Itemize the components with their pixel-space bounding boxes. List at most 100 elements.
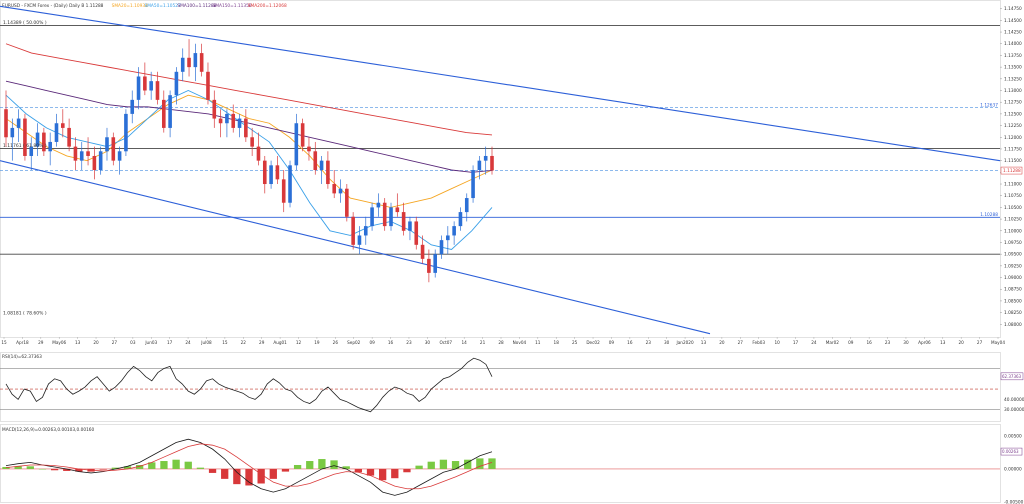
level-annotation-4: 1.10288: [980, 212, 998, 218]
x-tick-label-5: 20: [93, 340, 99, 345]
x-tick-label-20: 09: [369, 340, 375, 345]
candle-body: [111, 137, 116, 161]
x-tick-label-32: Dec02: [586, 340, 600, 345]
macd-histogram-bar: [464, 459, 472, 469]
price-tick-label-18: 1.10250: [1004, 217, 1022, 223]
x-tick-label-9: 17: [167, 340, 173, 345]
x-tick-label-42: 10: [774, 340, 780, 345]
x-tick-label-47: 16: [866, 340, 872, 345]
rsi-last-value: 62.37363: [1002, 374, 1022, 379]
channel-line-0: [0, 5, 1001, 162]
candle-body: [35, 132, 40, 147]
macd-histogram-bar: [269, 468, 277, 479]
candle-body: [464, 198, 469, 213]
candle-body: [288, 165, 292, 203]
x-tick-label-8: Jun03: [144, 340, 157, 345]
price-tick-label-12: 1.11750: [1004, 146, 1022, 152]
candle-body: [420, 244, 425, 259]
price-tick-label-4: 1.13750: [1004, 53, 1022, 59]
candle-body: [338, 188, 343, 194]
x-tick-label-26: 21: [480, 340, 486, 345]
x-tick-label-45: Mar02: [826, 340, 840, 345]
price-tick-label-19: 1.10000: [1004, 228, 1022, 234]
macd-histogram-bar: [2, 466, 10, 469]
x-tick-label-0: 15: [1, 340, 7, 345]
macd-histogram-bar: [330, 460, 338, 469]
price-tick-label-9: 1.12500: [1004, 111, 1022, 117]
candle-body: [389, 207, 393, 227]
macd-histogram-bar: [281, 468, 290, 472]
candle-body: [269, 165, 273, 185]
candle-body: [275, 165, 280, 180]
macd-last-value: 0.00263: [1002, 449, 1019, 454]
macd-histogram-bar: [172, 459, 180, 469]
x-tick-label-11: Jul08: [200, 340, 212, 345]
macd-histogram-bar: [26, 466, 34, 469]
ma-line-sma50: [5, 90, 493, 250]
fib-annotation-0: 1.14389 ( 50.00% ): [3, 20, 47, 26]
ma-legend-3: SMA150=1.11356: [213, 3, 252, 9]
candle-body: [408, 221, 412, 231]
candle-body: [483, 155, 488, 161]
last-price-label: 1.11288: [1003, 168, 1021, 174]
x-tick-label-28: Nov04: [513, 340, 527, 345]
candle-body: [187, 57, 191, 68]
candle-body: [262, 160, 267, 185]
candle-body: [193, 53, 198, 68]
macd-histogram-bar: [14, 466, 22, 469]
candle-body: [401, 212, 406, 231]
x-tick-label-4: 13: [75, 340, 81, 345]
candle-body: [256, 146, 261, 161]
rsi-last-box: [1000, 372, 1024, 381]
x-tick-label-36: 30: [664, 340, 670, 345]
x-tick-label-46: 09: [848, 340, 854, 345]
price-tick-label-13: 1.11500: [1004, 158, 1022, 164]
price-tick-label-10: 1.12250: [1004, 123, 1022, 129]
x-tick-label-51: 13: [940, 340, 946, 345]
macd-histogram-bar: [451, 461, 460, 469]
candle-body: [427, 258, 431, 273]
level-annotation-3: 1.12637: [980, 102, 998, 108]
x-tick-label-54: May04: [991, 340, 1005, 345]
candle-body: [300, 123, 305, 147]
x-tick-label-34: 16: [627, 340, 633, 345]
x-tick-label-1: Apr18: [16, 340, 29, 345]
candle-body: [136, 76, 141, 100]
price-tick-label-20: 1.09750: [1004, 240, 1022, 246]
macd-macd-line: [5, 438, 493, 496]
x-tick-label-27: 28: [498, 340, 504, 345]
candle-body: [446, 235, 450, 241]
candle-body: [16, 118, 21, 128]
price-tick-label-11: 1.12000: [1004, 135, 1022, 141]
candle-body: [105, 137, 109, 152]
candle-body: [143, 76, 147, 91]
candle-body: [73, 146, 78, 161]
candle-body: [168, 95, 172, 128]
candle-body: [414, 221, 419, 245]
x-tick-label-15: Aug01: [273, 340, 287, 345]
ma-legend-2: SMA100=1.11288: [177, 3, 216, 9]
candle-body: [351, 216, 355, 245]
macd-histogram-bar: [123, 466, 132, 469]
candle-body: [433, 254, 437, 273]
x-tick-label-40: 27: [738, 340, 744, 345]
macd-histogram-bar: [257, 468, 265, 484]
candle-body: [363, 226, 368, 236]
macd-histogram-bar: [196, 467, 205, 469]
header-symbol-text: EURUSD - FXCM Forex - (Daily) Daily B 1.…: [2, 3, 104, 9]
candle-body: [130, 99, 135, 114]
candle-body: [477, 160, 482, 170]
candle-body: [174, 71, 179, 96]
x-tick-label-3: May06: [52, 340, 66, 345]
macd-histogram-bar: [293, 464, 302, 469]
candle-body: [332, 184, 337, 194]
macd-histogram-bar: [439, 459, 448, 469]
candle-body: [376, 202, 381, 208]
price-tick-label-7: 1.13000: [1004, 88, 1022, 94]
candle-body: [326, 160, 330, 185]
candle-body: [471, 170, 475, 199]
candle-body: [206, 71, 210, 100]
ma-legend-1: SMA50=1.10527: [145, 3, 181, 9]
